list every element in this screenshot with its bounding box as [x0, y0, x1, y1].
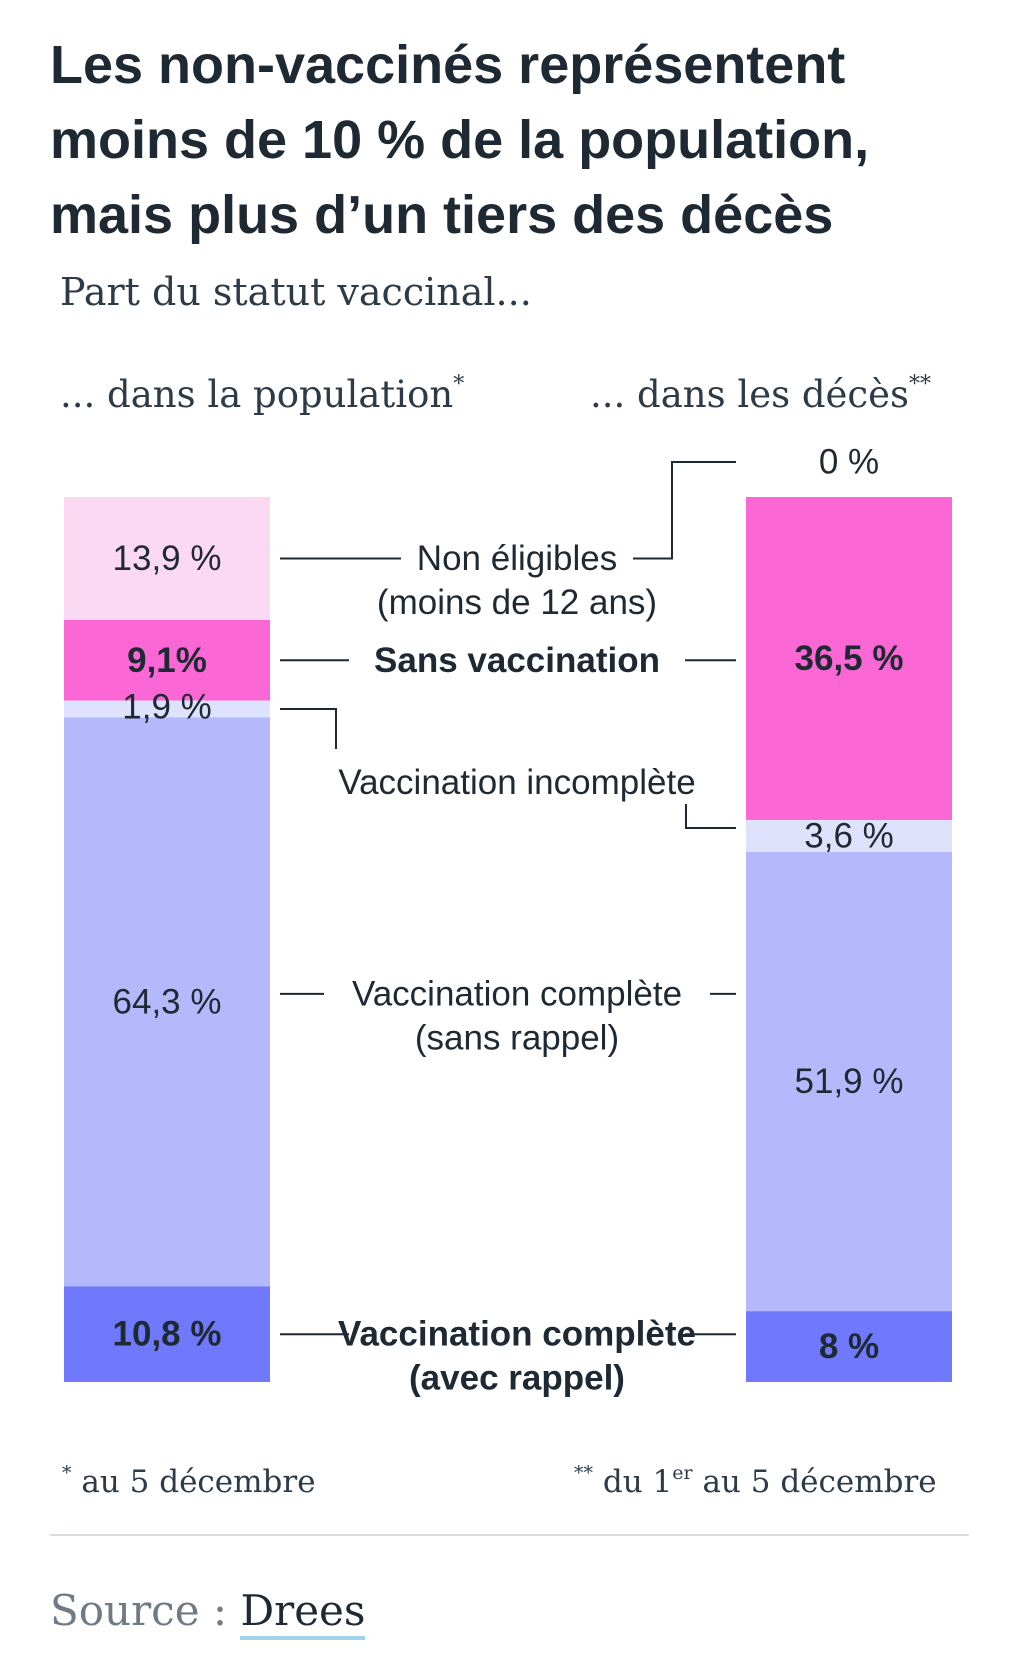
source-link-drees[interactable]: Drees: [240, 1586, 366, 1640]
footnote-deaths: ** du 1er au 5 décembre: [574, 1462, 937, 1500]
value-label-complete_no_booster-population: 64,3 %: [113, 982, 222, 1021]
title-line-3: mais plus d’un tiers des décès: [50, 185, 834, 245]
bar-segment-complete_booster-population: [64, 1286, 270, 1382]
bar-segment-incomplete-deaths: [746, 820, 952, 852]
title-line-1: Les non-vaccinés représentent: [50, 35, 846, 95]
footnote-deaths-post: au 5 décembre: [702, 1464, 937, 1500]
column-header-deaths-mark: **: [909, 372, 932, 397]
connector-non_eligible-deaths: [633, 461, 736, 560]
column-header-population: ... dans la population*: [60, 372, 464, 416]
footnote-deaths-mark: **: [574, 1462, 593, 1484]
bar-segment-unvaccinated-deaths: [746, 497, 952, 821]
footer-divider: [50, 1534, 969, 1536]
bar-segment-complete_no_booster-deaths: [746, 851, 952, 1312]
connector-incomplete-population: [280, 707, 337, 749]
bar-segment-unvaccinated-population: [64, 620, 270, 701]
bar-segment-non_eligible-population: [64, 497, 270, 621]
category-label-complete_no_booster-line-2: (sans rappel): [415, 1018, 619, 1057]
source-label: Source :: [50, 1586, 228, 1635]
value-label-non_eligible-deaths: 0 %: [819, 443, 879, 482]
column-header-deaths: ... dans les décès**: [590, 372, 931, 416]
category-label-incomplete-line-1: Vaccination incomplète: [338, 763, 695, 802]
bar-segment-incomplete-population: [64, 700, 270, 718]
column-header-population-label: ... dans la population: [60, 373, 454, 416]
bar-segment-complete_no_booster-population: [64, 717, 270, 1287]
footnote-deaths-sup: er: [672, 1462, 693, 1484]
chart-title: Les non-vaccinés représentent moins de 1…: [50, 28, 990, 253]
category-label-non_eligible-line-2: (moins de 12 ans): [377, 583, 657, 622]
value-label-unvaccinated-population: 9,1%: [127, 641, 207, 680]
category-label-complete_booster-line-1: Vaccination complète: [338, 1315, 696, 1354]
category-label-complete_no_booster-line-1: Vaccination complète: [352, 974, 682, 1013]
category-label-complete_booster-line-2: (avec rappel): [409, 1359, 625, 1398]
value-label-complete_booster-population: 10,8 %: [113, 1315, 222, 1354]
source-line: Source : Drees: [50, 1586, 366, 1640]
column-header-population-mark: *: [453, 372, 465, 397]
value-label-complete_booster-deaths: 8 %: [819, 1327, 879, 1366]
value-label-incomplete-deaths: 3,6 %: [804, 816, 894, 855]
footnote-population-mark: *: [62, 1462, 72, 1484]
footnote-population-text: au 5 décembre: [81, 1464, 316, 1500]
value-label-unvaccinated-deaths: 36,5 %: [795, 639, 904, 678]
footnote-population: * au 5 décembre: [62, 1462, 316, 1500]
category-label-unvaccinated-line-1: Sans vaccination: [374, 641, 660, 680]
footnote-deaths-pre: du 1: [602, 1464, 673, 1500]
title-line-2: moins de 10 % de la population,: [50, 110, 870, 170]
connector-incomplete-deaths: [685, 803, 736, 829]
value-label-incomplete-population: 1,9 %: [122, 687, 212, 726]
value-label-complete_no_booster-deaths: 51,9 %: [795, 1062, 904, 1101]
bar-segment-complete_booster-deaths: [746, 1311, 952, 1382]
chart-subtitle: Part du statut vaccinal...: [60, 270, 532, 314]
category-label-non_eligible-line-1: Non éligibles: [417, 539, 617, 578]
column-header-deaths-label: ... dans les décès: [590, 373, 910, 416]
value-label-non_eligible-population: 13,9 %: [113, 539, 222, 578]
